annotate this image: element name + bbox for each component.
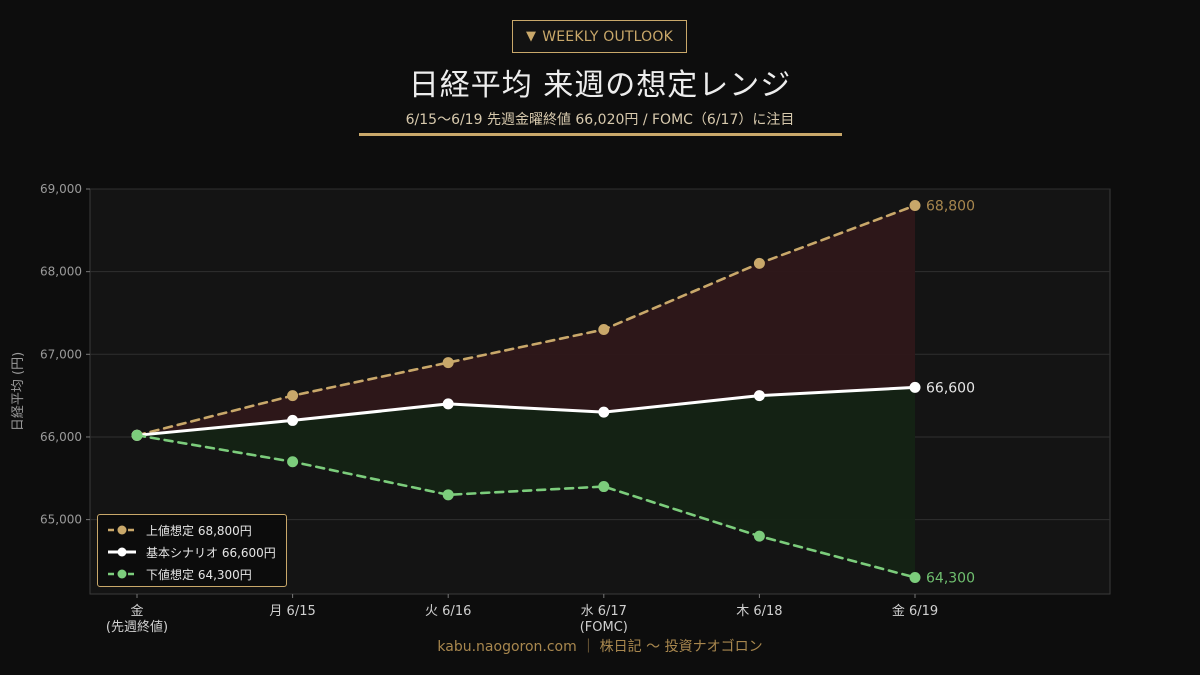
legend-item-upper: 上値想定 68,800円 (106, 519, 286, 541)
end-label-lower: 64,300 (926, 570, 975, 586)
series-line-upper (135, 204, 917, 437)
y-axis-label: 日経平均 (円) (11, 352, 26, 431)
y-tick-label: 66,000 (40, 430, 82, 444)
y-tick-label: 67,000 (40, 347, 82, 361)
x-tick-label: (FOMC) (580, 620, 628, 635)
page-subtitle: 6/15〜6/19 先週金曜終値 66,020円 / FOMC（6/17）に注目 (405, 112, 795, 128)
page-title: 日経平均 来週の想定レンジ (408, 68, 792, 103)
badge-label: WEEKLY OUTLOOK (542, 28, 673, 45)
data-point-upper (909, 200, 921, 212)
data-point-lower (287, 456, 299, 468)
legend-label-upper: 上値想定 68,800円 (146, 523, 252, 538)
legend-marker-upper (117, 525, 127, 535)
x-tick-label: 水 6/17 (581, 604, 627, 619)
data-point-base (598, 406, 610, 418)
y-tick-label: 69,000 (40, 182, 82, 196)
site-footer: kabu.naogoron.com ｜ 株日記 〜 投資ナオゴロン (437, 639, 763, 655)
legend-label-lower: 下値想定 64,300円 (146, 567, 252, 582)
series-line-lower (135, 434, 917, 579)
x-tick-label: 木 6/18 (736, 604, 782, 619)
legend-item-base: 基本シナリオ 66,600円 (106, 541, 286, 563)
legend-marker-lower (117, 569, 127, 579)
series-line-base (135, 385, 917, 437)
legend-swatch-upper (108, 525, 136, 535)
data-point-base (753, 390, 765, 402)
weekly-outlook-badge: ▼ WEEKLY OUTLOOK (512, 20, 687, 53)
chart-legend: 上値想定 68,800円 基本シナリオ 66,600円 下値想定 64,300円 (97, 514, 287, 587)
data-point-lower (909, 571, 921, 583)
legend-swatch-base (108, 547, 136, 557)
y-tick-label: 68,000 (40, 265, 82, 279)
x-tick-label: 月 6/15 (269, 604, 315, 619)
legend-item-lower: 下値想定 64,300円 (106, 563, 286, 585)
legend-label-base: 基本シナリオ 66,600円 (146, 545, 276, 560)
data-point-upper (753, 257, 765, 269)
end-label-base: 66,600 (926, 380, 975, 396)
data-point-upper (442, 357, 454, 369)
data-point-lower (131, 429, 143, 441)
data-point-upper (598, 324, 610, 336)
data-point-lower (442, 489, 454, 501)
upside-range-band (137, 205, 915, 436)
x-tick-label: 金 (130, 603, 143, 619)
y-tick-label: 65,000 (40, 513, 82, 527)
data-point-base (909, 381, 921, 393)
data-point-upper (287, 390, 299, 402)
title-underline (359, 133, 842, 136)
legend-swatch-lower (108, 569, 136, 579)
x-tick-label: (先週終値) (106, 619, 168, 635)
downside-range-band (137, 387, 915, 578)
x-tick-label: 金 6/19 (892, 603, 938, 619)
data-point-base (442, 398, 454, 410)
data-point-lower (598, 481, 610, 493)
data-point-lower (753, 530, 765, 542)
legend-marker-base (117, 547, 127, 557)
x-tick-label: 火 6/16 (425, 604, 471, 619)
triangle-down-icon: ▼ (526, 29, 537, 44)
data-point-base (287, 414, 299, 426)
end-label-upper: 68,800 (926, 199, 975, 215)
